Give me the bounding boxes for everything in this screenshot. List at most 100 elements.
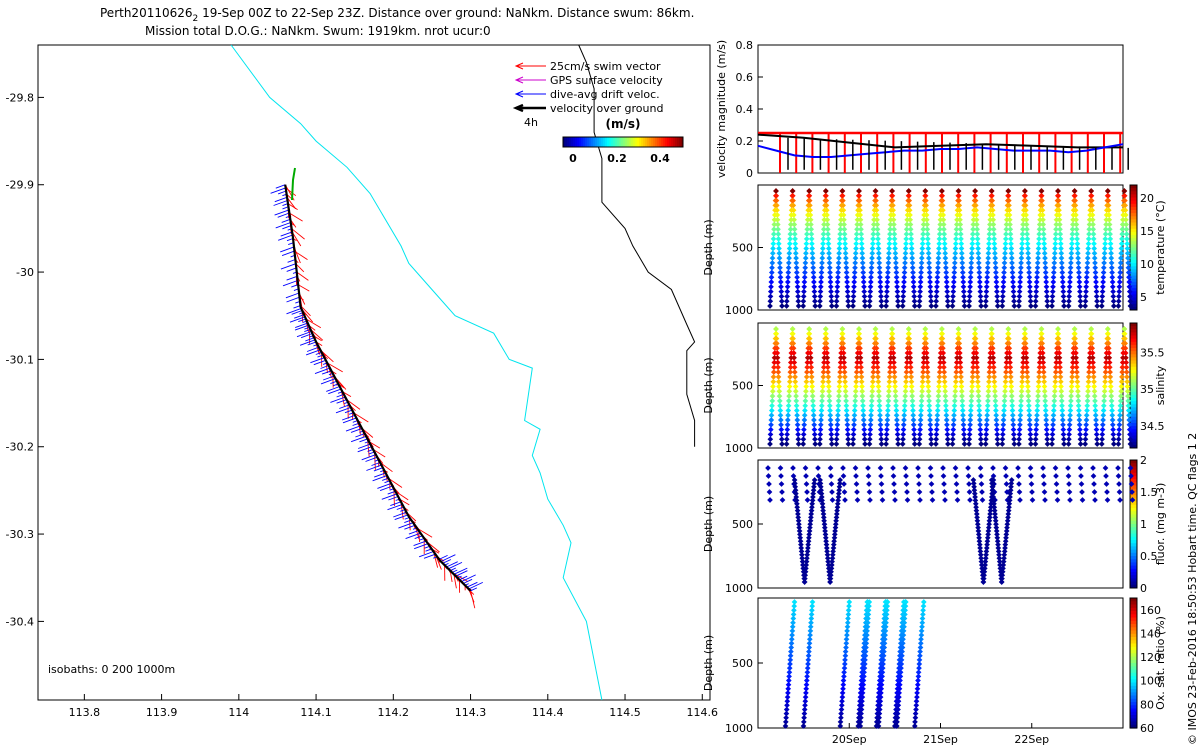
temperature-sample <box>1007 221 1013 228</box>
salinity-sample <box>970 354 977 361</box>
fluorescence-sample <box>790 465 796 471</box>
temperature-y-tick-label: 1000 <box>725 304 753 317</box>
temperature-sample <box>926 260 932 266</box>
fluorescence-sample <box>975 531 982 538</box>
temperature-sample <box>908 231 914 237</box>
drift-vector <box>374 472 386 478</box>
salinity-sample <box>944 421 950 428</box>
drift-vector <box>446 561 458 568</box>
salinity-sample <box>1073 364 1080 371</box>
salinity-sample <box>1003 359 1010 366</box>
salinity-colorbar-cell <box>1130 423 1137 427</box>
temperature-sample <box>944 293 951 300</box>
fluorescence-colorbar-cell <box>1130 536 1137 541</box>
fluorescence-colorbar-tick: 2 <box>1140 454 1147 467</box>
temperature-sample <box>1077 298 1084 305</box>
swim-vector <box>285 187 297 197</box>
temperature-sample <box>827 279 834 285</box>
temperature-colorbar-cell <box>1130 238 1137 242</box>
temperature-sample <box>993 279 1000 285</box>
temperature-sample <box>944 298 951 305</box>
oxygen-sample <box>894 714 901 721</box>
oxygen-sample <box>789 632 795 638</box>
colorbar-cell <box>599 137 602 147</box>
fluorescence-sample <box>974 521 981 528</box>
salinity-sample <box>944 436 951 443</box>
fluorescence-sample <box>996 551 1002 558</box>
salinity-y-label: Depth (m) <box>702 357 715 413</box>
drift-vector <box>372 475 388 482</box>
salinity-sample <box>779 441 785 447</box>
salinity-sample <box>852 393 859 399</box>
salinity-sample <box>1088 335 1095 342</box>
temperature-sample <box>901 264 908 271</box>
oxygen-sample <box>788 644 795 651</box>
temperature-sample <box>811 293 818 300</box>
temperature-sample <box>923 212 930 218</box>
temperature-sample <box>794 279 801 285</box>
salinity-sample <box>926 402 933 409</box>
temperature-sample <box>791 216 797 223</box>
salinity-sample <box>1000 421 1007 428</box>
salinity-sample <box>817 436 823 443</box>
temperature-sample <box>1027 288 1033 295</box>
temperature-sample <box>845 303 852 309</box>
temperature-sample <box>820 240 826 247</box>
salinity-sample <box>827 412 834 419</box>
temperature-sample <box>777 274 784 281</box>
fluorescence-sample <box>973 504 979 511</box>
temperature-sample <box>834 283 841 290</box>
fluorescence-sample <box>795 511 801 517</box>
temperature-sample <box>1125 264 1132 271</box>
salinity-sample <box>937 364 943 371</box>
salinity-sample <box>895 441 901 447</box>
temperature-sample <box>773 202 780 209</box>
fluorescence-sample <box>1016 481 1022 487</box>
temperature-sample <box>856 192 863 199</box>
fluorescence-sample <box>854 497 861 503</box>
salinity-sample <box>885 407 891 414</box>
fluorescence-sample <box>1006 504 1012 511</box>
temperature-sample <box>1093 279 1099 285</box>
colorbar-cell <box>623 137 626 147</box>
fluorescence-sample <box>779 489 785 495</box>
fluorescence-sample <box>841 489 848 495</box>
temperature-sample <box>1028 303 1034 309</box>
temperature-sample <box>954 216 960 223</box>
swim-vector <box>395 490 409 501</box>
fluorescence-sample <box>1091 481 1097 487</box>
salinity-sample <box>785 402 792 409</box>
drift-vector <box>294 314 305 319</box>
fluorescence-sample <box>790 473 797 479</box>
salinity-sample <box>936 378 943 385</box>
temperature-sample <box>1074 231 1080 237</box>
fluorescence-sample <box>854 489 860 495</box>
temperature-sample <box>1016 293 1023 300</box>
drift-vector <box>295 322 308 329</box>
salinity-sample <box>1126 426 1133 433</box>
salinity-sample <box>986 364 993 371</box>
salinity-sample <box>823 335 830 342</box>
salinity-sample <box>1093 417 1099 423</box>
temperature-sample <box>901 279 907 285</box>
temperature-sample <box>857 207 863 214</box>
swim-vector <box>372 449 386 458</box>
salinity-sample <box>1102 378 1108 385</box>
oxygen-sample <box>802 694 809 700</box>
temperature-sample <box>884 283 890 290</box>
temperature-sample <box>1017 274 1024 281</box>
salinity-sample <box>883 436 890 443</box>
fluorescence-sample <box>1041 481 1047 487</box>
fluorescence-colorbar-cell <box>1130 511 1137 515</box>
temperature-sample <box>899 303 906 309</box>
fluorescence-sample <box>811 483 817 490</box>
salinity-sample <box>1107 369 1113 375</box>
temperature-sample <box>886 236 893 242</box>
temperature-sample <box>1025 260 1032 266</box>
temperature-sample <box>1125 269 1132 276</box>
temperature-sample <box>1070 216 1076 223</box>
salinity-sample <box>858 369 865 375</box>
salinity-sample <box>1017 421 1023 428</box>
salinity-sample <box>825 383 832 390</box>
salinity-sample <box>851 412 858 419</box>
